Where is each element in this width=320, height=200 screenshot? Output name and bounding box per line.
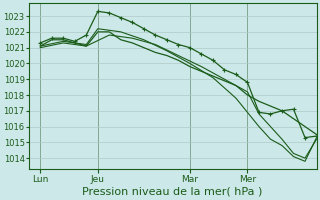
X-axis label: Pression niveau de la mer( hPa ): Pression niveau de la mer( hPa ) — [83, 187, 263, 197]
